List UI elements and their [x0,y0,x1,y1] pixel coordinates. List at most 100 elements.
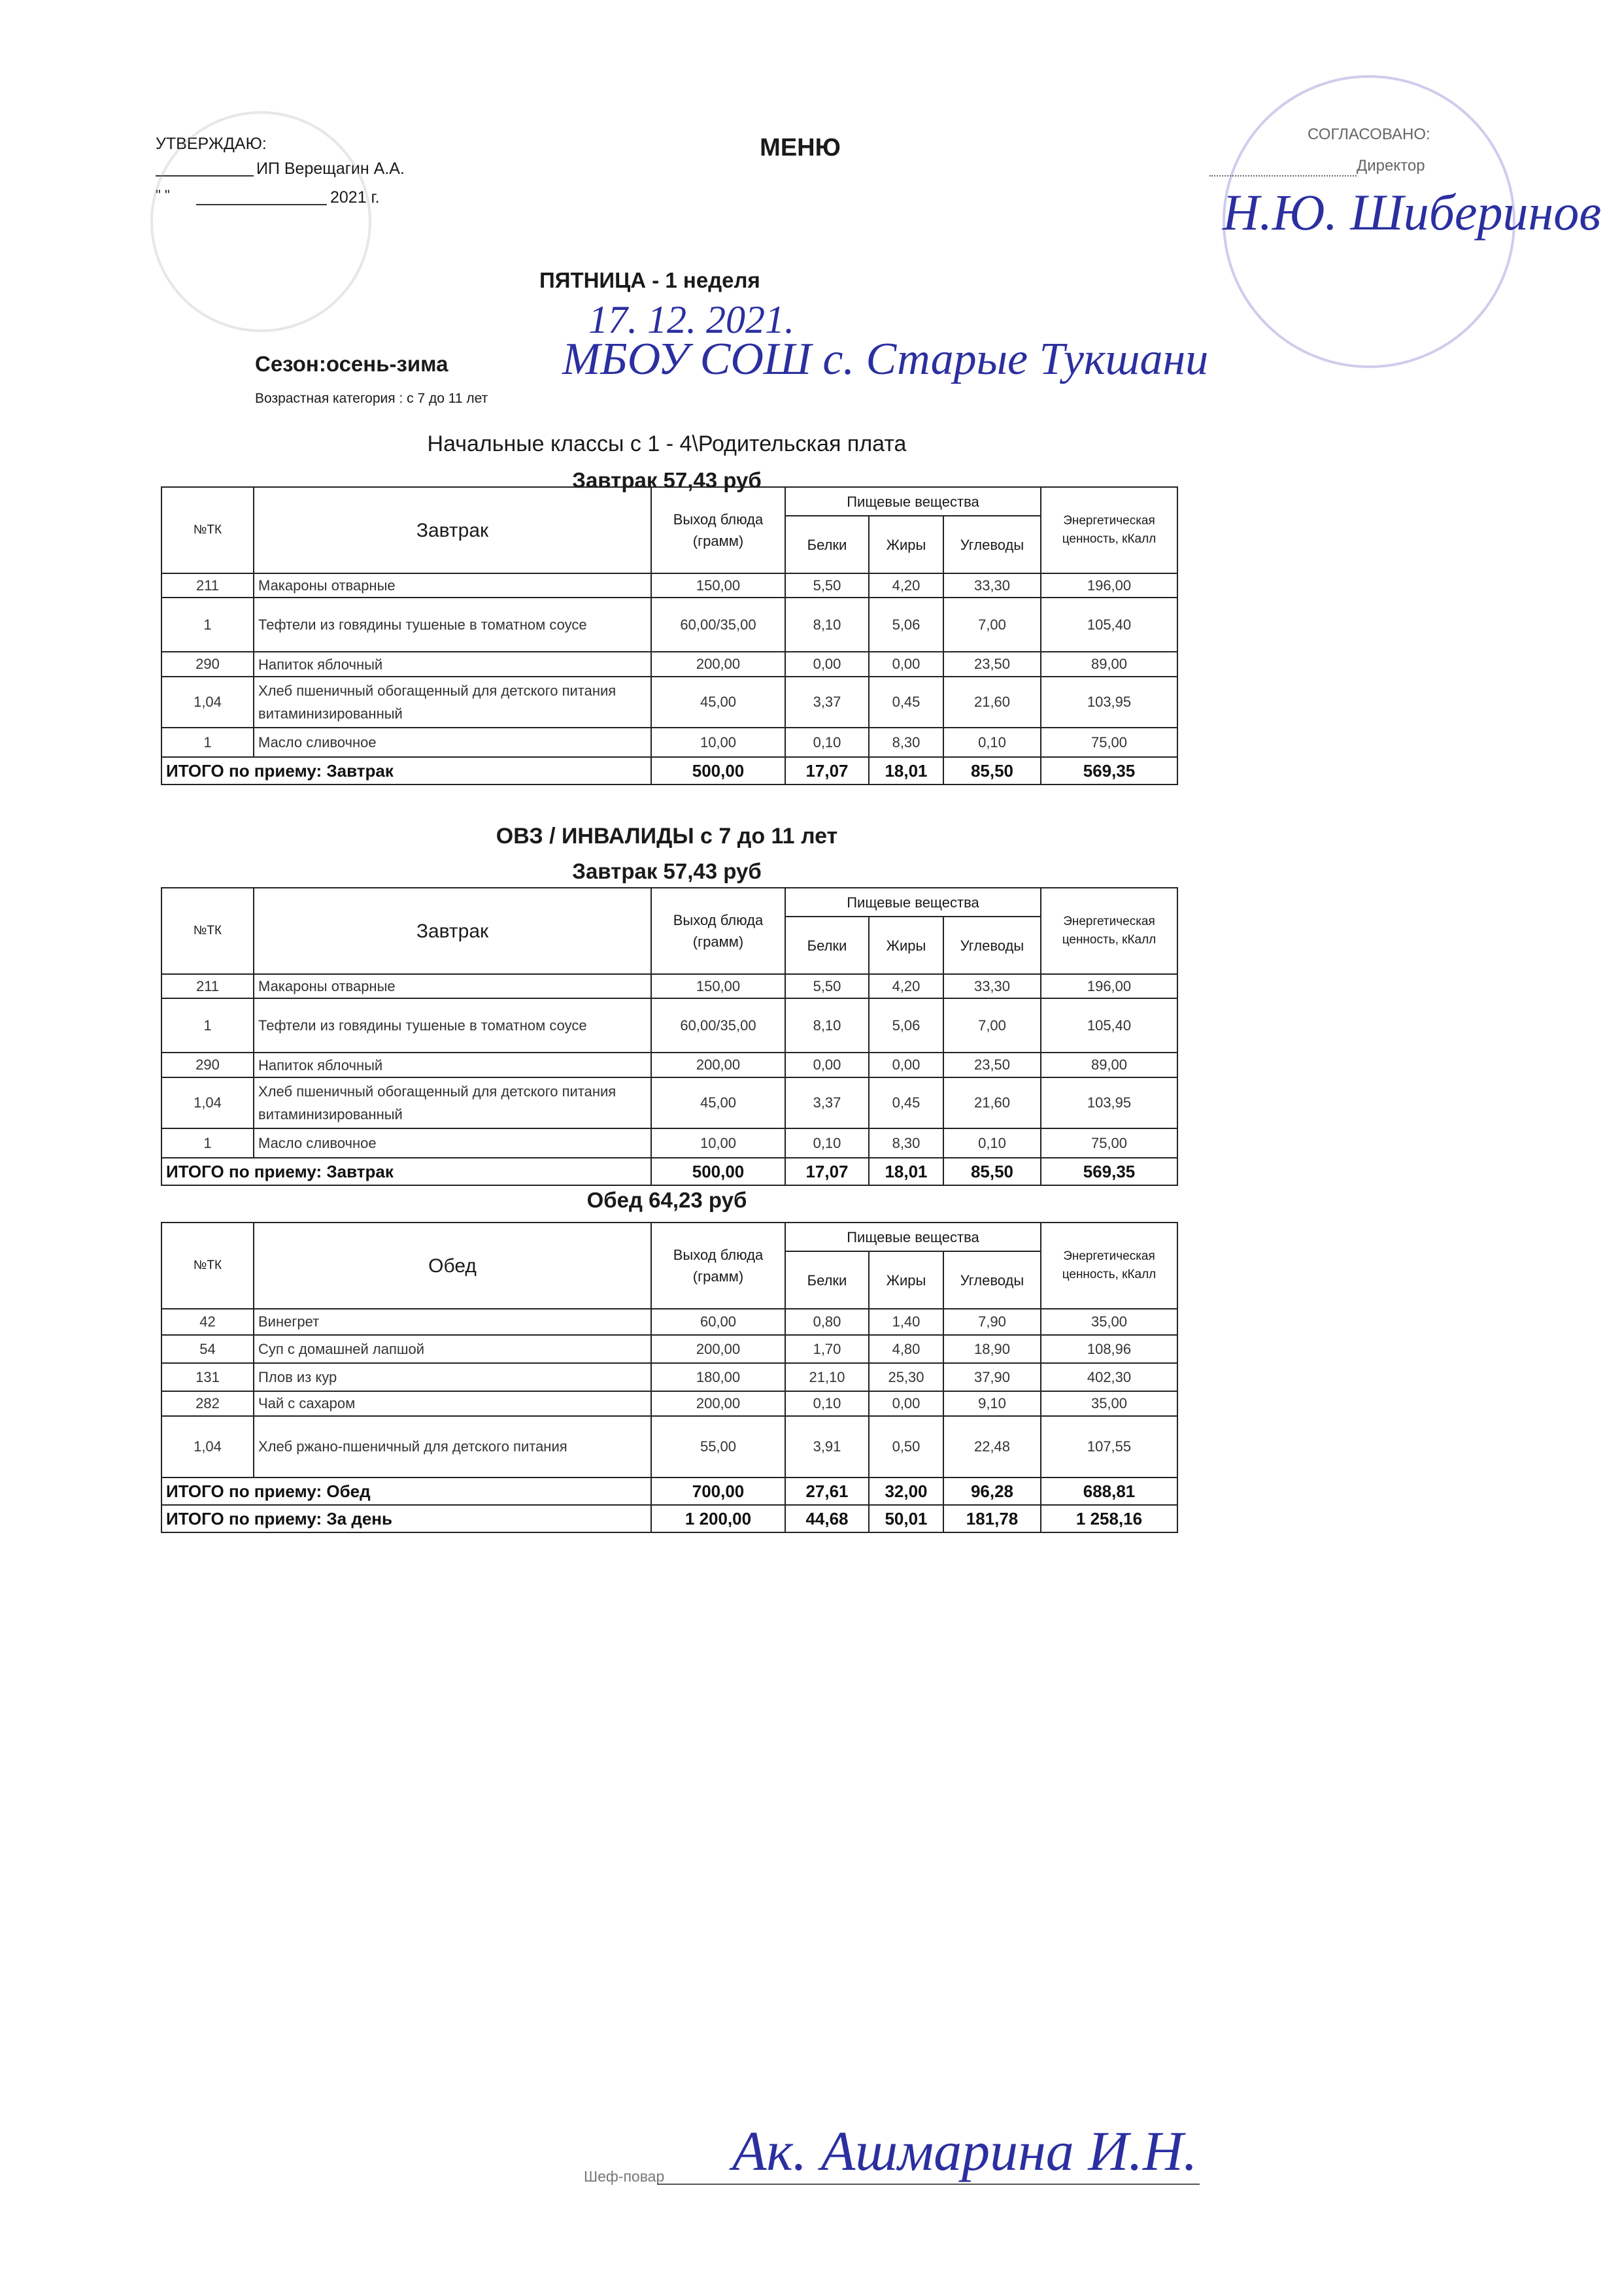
table-row: 42 Винегрет 60,00 0,80 1,40 7,90 35,00 [161,1308,1178,1336]
total-row: ИТОГО по приему: За день 1 200,00 44,68 50,… [161,1504,1178,1533]
table-row: 290 Напиток яблочный 200,00 0,00 0,00 23,50 89… [161,1052,1178,1079]
cell-fat: 5,06 [868,998,944,1054]
section-title: ОВЗ / ИНВАЛИДЫ с 7 до 11 лет [496,824,838,849]
total-label: ИТОГО по приему: Завтрак [161,756,652,786]
cell-yield: 60,00 [650,1308,786,1336]
cell-dish: Масло сливочное [253,1128,652,1159]
cell-dish: Чай с сахаром [253,1391,652,1417]
cell-carbs: 22,48 [943,1415,1041,1478]
total-protein: 17,07 [785,756,870,786]
cell-yield: 45,00 [650,676,786,729]
total-energy: 569,35 [1040,1157,1178,1187]
total-carbs: 85,50 [943,756,1041,786]
menu-table: №ТК Завтрак Выход блюда (грамм) Пищевые вещ… [161,486,1178,786]
cell-yield: 150,00 [650,973,786,1000]
total-energy: 688,81 [1040,1477,1178,1506]
cell-protein: 3,37 [785,1077,870,1130]
cell-protein: 0,10 [785,1391,870,1417]
table-row: 1,04 Хлеб пшеничный обогащенный для детск… [161,1077,1178,1130]
cell-protein: 0,10 [785,1128,870,1159]
cell-energy: 75,00 [1040,727,1178,758]
total-energy: 1 258,16 [1040,1504,1178,1533]
col-tk: №ТК [161,486,254,574]
season-label: Сезон:осень-зима [255,352,448,376]
col-name: Завтрак [253,486,652,574]
table-row: 54 Суп с домашней лапшой 200,00 1,70 4,80 18,… [161,1334,1178,1364]
chef-signature: Ак. Ашмарина И.Н. [732,2119,1198,2182]
menu-table: №ТК Завтрак Выход блюда (грамм) Пищевые вещ… [161,887,1178,1187]
col-carbs: Углеводы [943,1251,1041,1309]
total-label: ИТОГО по приему: Обед [161,1477,652,1506]
cell-fat: 0,00 [868,1052,944,1079]
cell-yield: 200,00 [650,1334,786,1364]
chef-label: Шеф-повар [584,2168,665,2185]
cell-dish: Макароны отварные [253,572,652,599]
cell-fat: 0,00 [868,651,944,678]
agreed-label: СОГЛАСОВАНО: [1308,126,1430,143]
agreed-signature: Н.Ю. Шиберинов [1223,184,1602,241]
cell-dish: Плов из кур [253,1362,652,1392]
table-row: 1 Тефтели из говядины тушеные в томатном … [161,998,1178,1054]
cell-dish: Винегрет [253,1308,652,1336]
cell-dish: Масло сливочное [253,727,652,758]
section-title: Начальные классы с 1 - 4\Родительская пл… [427,431,907,456]
cell-carbs: 21,60 [943,676,1041,729]
table-row: 290 Напиток яблочный 200,00 0,00 0,00 23,50 89… [161,651,1178,678]
cell-tk: 282 [161,1391,254,1417]
cell-carbs: 0,10 [943,727,1041,758]
total-yield: 500,00 [650,756,786,786]
cell-yield: 150,00 [650,572,786,599]
total-protein: 17,07 [785,1157,870,1187]
total-fat: 50,01 [868,1504,944,1533]
cell-yield: 45,00 [650,1077,786,1130]
cell-energy: 89,00 [1040,651,1178,678]
cell-protein: 5,50 [785,973,870,1000]
cell-dish: Хлеб ржано-пшеничный для детского питани… [253,1415,652,1478]
total-label: ИТОГО по приему: За день [161,1504,652,1533]
agreed-role: Директор [1357,157,1425,175]
cell-fat: 0,50 [868,1415,944,1478]
cell-yield: 10,00 [650,727,786,758]
cell-tk: 42 [161,1308,254,1336]
cell-carbs: 33,30 [943,572,1041,599]
col-energy: Энергетическая ценность, кКалл [1040,887,1178,975]
cell-carbs: 0,10 [943,1128,1041,1159]
total-protein: 27,61 [785,1477,870,1506]
col-nutrients: Пищевые вещества [785,887,1041,917]
col-protein: Белки [785,515,870,574]
page-title: МЕНЮ [760,134,841,161]
cell-carbs: 23,50 [943,1052,1041,1079]
cell-energy: 196,00 [1040,572,1178,599]
cell-tk: 290 [161,651,254,678]
menu-table: №ТК Обед Выход блюда (грамм) Пищевые вещест… [161,1222,1178,1533]
cell-fat: 1,40 [868,1308,944,1336]
col-yield: Выход блюда (грамм) [650,887,786,975]
cell-energy: 35,00 [1040,1391,1178,1417]
col-name: Обед [253,1222,652,1309]
cell-yield: 200,00 [650,651,786,678]
cell-carbs: 7,00 [943,998,1041,1054]
cell-yield: 55,00 [650,1415,786,1478]
cell-protein: 0,80 [785,1308,870,1336]
cell-energy: 89,00 [1040,1052,1178,1079]
cell-protein: 1,70 [785,1334,870,1364]
cell-carbs: 21,60 [943,1077,1041,1130]
col-energy: Энергетическая ценность, кКалл [1040,486,1178,574]
cell-dish: Макароны отварные [253,973,652,1000]
table-row: 211 Макароны отварные 150,00 5,50 4,20 33,30 1… [161,973,1178,1000]
cell-fat: 8,30 [868,1128,944,1159]
cell-energy: 402,30 [1040,1362,1178,1392]
cell-tk: 1,04 [161,1415,254,1478]
total-label: ИТОГО по приему: Завтрак [161,1157,652,1187]
table-row: 282 Чай с сахаром 200,00 0,10 0,00 9,10 35,00 [161,1391,1178,1417]
cell-protein: 0,00 [785,651,870,678]
table-row: 131 Плов из кур 180,00 21,10 25,30 37,90 402,3… [161,1362,1178,1392]
cell-tk: 131 [161,1362,254,1392]
cell-fat: 0,00 [868,1391,944,1417]
cell-fat: 8,30 [868,727,944,758]
cell-energy: 107,55 [1040,1415,1178,1478]
total-row: ИТОГО по приему: Обед 700,00 27,61 32,00 96,… [161,1477,1178,1506]
col-nutrients: Пищевые вещества [785,486,1041,516]
cell-yield: 60,00/35,00 [650,998,786,1054]
cell-energy: 105,40 [1040,998,1178,1054]
